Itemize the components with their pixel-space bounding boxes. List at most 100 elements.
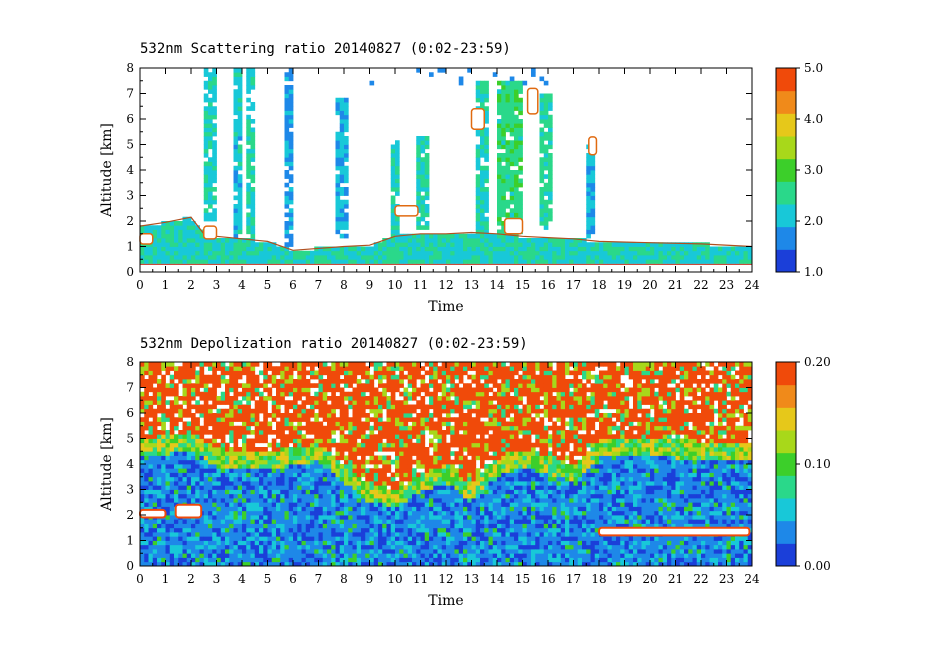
heatmap-cell [463,242,468,247]
heatmap-cell [331,540,336,546]
heatmap-cell [429,442,434,448]
heatmap-cell [586,221,591,226]
heatmap-cell [454,246,460,252]
heatmap-cell [297,464,302,469]
heatmap-cell [416,481,421,486]
heatmap-cell [501,144,506,150]
heatmap-cell [344,97,349,103]
heatmap-cell [305,447,311,452]
heatmap-cell [352,447,358,452]
heatmap-cell [543,259,549,264]
heatmap-cell [327,387,332,393]
heatmap-cell [216,255,222,260]
heatmap-cell [305,383,311,388]
heatmap-cell [263,383,268,388]
heatmap-cell [186,233,192,239]
heatmap-cell [284,123,290,128]
heatmap-cell [373,374,379,380]
heatmap-cell [654,250,659,256]
heatmap-cell [276,557,281,563]
heatmap-cell [480,131,485,137]
heatmap-cell [386,502,392,507]
heatmap-cell [424,451,430,456]
heatmap-cell [165,506,171,512]
heatmap-cell [233,387,239,393]
heatmap-cell [250,459,256,465]
heatmap-cell [178,374,183,380]
heatmap-cell [250,199,256,205]
heatmap-cell [718,255,723,260]
heatmap-cell [501,178,506,184]
heatmap-cell [314,459,319,465]
heatmap-cell [229,498,234,503]
heatmap-cell [352,561,358,567]
heatmap-cell [327,383,332,388]
heatmap-cell [174,464,179,469]
heatmap-cell [229,532,234,537]
heatmap-cell [322,417,328,422]
heatmap-cell [212,242,217,247]
heatmap-cell [373,421,379,427]
heatmap-cell [416,459,421,465]
heatmap-cell [144,544,149,550]
heatmap-cell [148,370,154,376]
heatmap-cell [220,561,226,567]
heatmap-cell [276,544,281,550]
heatmap-cell [212,238,217,243]
heatmap-cell [216,242,222,247]
heatmap-cell [339,165,345,171]
heatmap-cell [399,536,404,541]
heatmap-cell [539,246,545,252]
x-tick-label: 10 [387,278,402,292]
heatmap-cell [280,383,285,388]
heatmap-cell [407,515,413,520]
heatmap-cell [237,242,243,247]
heatmap-cell [501,131,506,137]
heatmap-cell [212,127,217,133]
heatmap-cell [386,370,392,376]
colorbar-segment [776,90,796,114]
heatmap-cell [327,498,332,503]
heatmap-cell [365,396,370,401]
heatmap-cell [327,506,332,512]
heatmap-cell [174,485,179,490]
heatmap-cell [501,229,506,235]
heatmap-cell [356,459,362,465]
heatmap-cell [539,204,545,209]
heatmap-cell [475,212,481,218]
heatmap-cell [501,174,506,179]
heatmap-cell [246,455,251,461]
heatmap-cell [178,468,183,473]
heatmap-cell [144,425,149,431]
heatmap-cell [335,187,341,192]
heatmap-cell [352,425,358,431]
heatmap-cell [378,242,383,247]
heatmap-cell [271,498,277,503]
heatmap-cell [407,250,413,256]
heatmap-cell [420,447,426,452]
heatmap-cell [216,408,222,414]
heatmap-cell [514,170,519,175]
heatmap-cell [237,123,243,128]
heatmap-cell [484,204,489,209]
heatmap-cell [242,391,247,397]
heatmap-cell [148,259,154,264]
heatmap-cell [501,199,506,205]
heatmap-cell [318,468,324,473]
heatmap-cell [152,544,158,550]
heatmap-cell [233,540,239,546]
heatmap-cell [165,464,171,469]
heatmap-cell [369,383,375,388]
heatmap-cell [395,216,400,222]
heatmap-cell [416,370,421,376]
heatmap-cell [161,438,166,444]
heatmap-cell [161,229,166,235]
heatmap-cell [497,97,502,103]
heatmap-cell [429,455,434,461]
heatmap-cell [501,182,506,188]
heatmap-cell [424,178,430,184]
heatmap-cell [237,532,243,537]
heatmap-cell [161,430,166,435]
heatmap-cell [208,489,213,495]
heatmap-cell [424,165,430,171]
